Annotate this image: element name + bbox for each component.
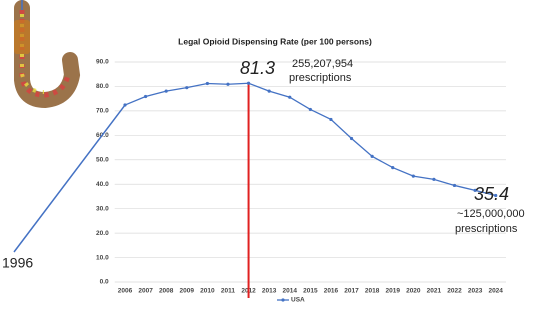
point [185, 86, 188, 89]
point [309, 108, 312, 111]
y-tick-label: 50.0 [96, 156, 109, 163]
x-tick-label: 2023 [468, 288, 483, 295]
x-tick-label: 2009 [180, 288, 195, 295]
annotation: 255,207,954 [292, 58, 353, 70]
x-tick-label: 2010 [200, 288, 215, 295]
point [432, 178, 435, 181]
x-tick-label: 2006 [118, 288, 133, 295]
x-tick-label: 2019 [385, 288, 400, 295]
annotation: 1996 [2, 255, 33, 271]
x-tick-label: 2014 [283, 288, 298, 295]
y-tick-label: 20.0 [96, 230, 109, 237]
y-tick-label: 0.0 [100, 279, 109, 286]
series-line [125, 83, 496, 195]
x-tick-label: 2021 [427, 288, 442, 295]
point [412, 175, 415, 178]
chart: Legal Opioid Dispensing Rate (per 100 pe… [0, 0, 533, 312]
point [329, 118, 332, 121]
point [453, 184, 456, 187]
y-tick-label: 80.0 [96, 83, 109, 90]
annotation: prescriptions [289, 72, 352, 84]
point [123, 103, 126, 106]
x-tick-label: 2020 [406, 288, 421, 295]
point [350, 137, 353, 140]
x-tick-label: 2022 [447, 288, 462, 295]
y-tick-label: 10.0 [96, 254, 109, 261]
y-tick-label: 40.0 [96, 181, 109, 188]
point [247, 82, 250, 85]
point [226, 83, 229, 86]
x-tick-label: 2015 [303, 288, 318, 295]
value-label: 35.4 [474, 184, 509, 204]
x-tick-label: 2013 [262, 288, 277, 295]
y-tick-label: 30.0 [96, 205, 109, 212]
pill-hook-image [14, 0, 72, 100]
point [268, 89, 271, 92]
annotation: prescriptions [455, 223, 518, 235]
point [391, 166, 394, 169]
x-tick-label: 2024 [488, 288, 503, 295]
legend-label: USA [291, 297, 305, 304]
x-tick-label: 2017 [344, 288, 359, 295]
point [165, 89, 168, 92]
value-label: 81.3 [240, 58, 275, 78]
point [144, 95, 147, 98]
x-tick-label: 2008 [159, 288, 174, 295]
point [288, 96, 291, 99]
legend-marker [281, 298, 284, 301]
x-tick-label: 2016 [324, 288, 339, 295]
y-tick-label: 90.0 [96, 59, 109, 66]
x-tick-label: 2007 [138, 288, 153, 295]
x-tick-label: 2011 [221, 288, 235, 295]
x-tick-label: 2018 [365, 288, 380, 295]
chart-title: Legal Opioid Dispensing Rate (per 100 pe… [178, 36, 372, 46]
point [371, 155, 374, 158]
point [206, 82, 209, 85]
y-tick-label: 70.0 [96, 108, 109, 115]
annotation: ~125,000,000 [457, 208, 525, 220]
